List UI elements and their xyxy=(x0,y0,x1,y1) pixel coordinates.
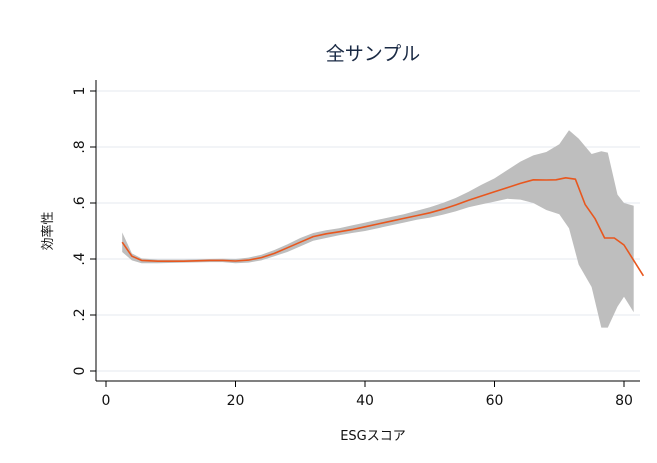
efficiency-line-group xyxy=(121,177,645,277)
confidence-band-group xyxy=(122,130,634,328)
confidence-band xyxy=(122,130,634,328)
x-axis-label: ESGスコア xyxy=(340,429,406,444)
y-axis-label: 効率性 xyxy=(40,211,56,250)
axes: 0 .2 .4 .6 .8 1 0 20 40 60 80 xyxy=(72,80,640,409)
chart-title: 全サンプル xyxy=(326,43,420,65)
efficiency-series-line xyxy=(121,177,645,277)
x-tick-label: 60 xyxy=(486,393,504,409)
y-tick-label: 1 xyxy=(72,87,88,96)
y-tick-label: 0 xyxy=(72,367,88,376)
y-tick-label: .8 xyxy=(72,140,88,153)
y-tick-label: .2 xyxy=(72,308,88,321)
x-tick-label: 40 xyxy=(356,393,374,409)
x-tick-label: 20 xyxy=(227,393,245,409)
x-tick-label: 0 xyxy=(102,393,111,409)
y-tick-label: .6 xyxy=(72,196,88,209)
y-tick-label: .4 xyxy=(72,252,88,265)
gridlines xyxy=(96,90,640,372)
x-tick-label: 80 xyxy=(615,393,633,409)
